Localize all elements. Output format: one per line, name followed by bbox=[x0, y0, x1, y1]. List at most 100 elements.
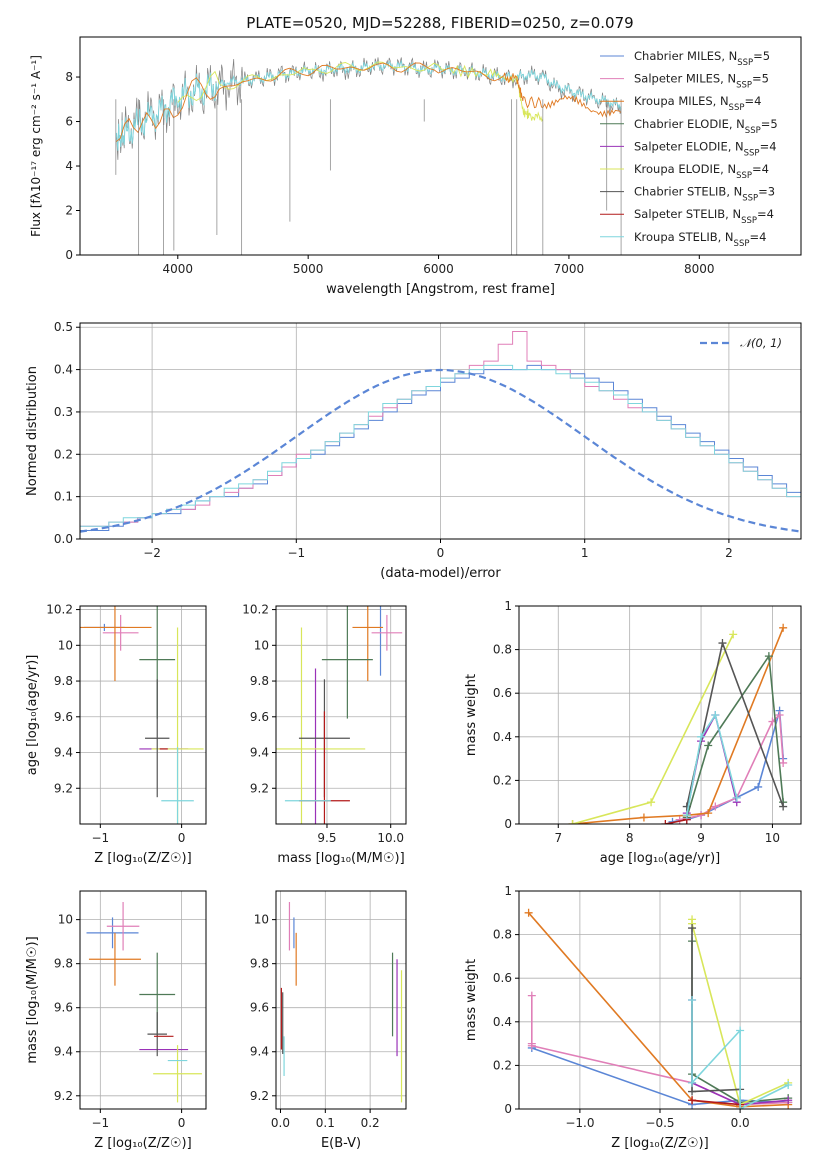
age_vs_mass-point-salpeter-miles bbox=[371, 614, 403, 651]
figure-title: PLATE=0520, MJD=52288, FIBERID=0250, z=0… bbox=[246, 14, 633, 32]
massweight_vs_Z-ytick-label: 0.6 bbox=[493, 971, 512, 985]
residuals-steps bbox=[80, 331, 801, 533]
residuals-xtick-label: 1 bbox=[581, 546, 589, 560]
legend-entry: Salpeter MILES, NSSP=5 bbox=[634, 72, 769, 91]
age_vs_Z-point-salpeter-miles bbox=[102, 614, 139, 651]
spectrum-ytick-label: 0 bbox=[65, 248, 73, 262]
spectrum-ytick-label: 8 bbox=[65, 70, 73, 84]
massweight_vs_Z-ytick-label: 0.2 bbox=[493, 1058, 512, 1072]
series-marker bbox=[688, 924, 697, 933]
age_vs_mass-points bbox=[276, 606, 403, 824]
mass_vs_Z-xlabel: Z [log₁₀(Z/Z☉)] bbox=[94, 1136, 191, 1151]
series-marker bbox=[775, 711, 784, 719]
residuals-frame bbox=[79, 322, 802, 540]
mass_vs_Z-point-salpeter-miles bbox=[106, 902, 140, 951]
series-marker bbox=[779, 623, 788, 632]
series-marker bbox=[688, 1096, 697, 1105]
massweight_vs_Z-lines bbox=[524, 908, 793, 1109]
spectrum-xtick-label: 5000 bbox=[293, 262, 324, 276]
massweight_vs_age-series-kroupa-elodie bbox=[568, 630, 738, 824]
series-marker bbox=[711, 711, 720, 719]
age_vs_Z-xtick-label: 0 bbox=[178, 831, 186, 845]
series-marker bbox=[688, 1078, 697, 1087]
series-marker bbox=[718, 639, 727, 648]
residuals-xtick-label: 2 bbox=[725, 546, 733, 560]
age_vs_Z-axes: −1 0 9.2 9.4 9.6 9.8 10 10.2 Z [log₁₀(Z/Z☉)] age … bbox=[25, 603, 206, 866]
massweight_vs_age-series-kroupa-stelib bbox=[682, 711, 741, 820]
spectrum-series-data bbox=[115, 57, 622, 160]
residuals-ytick-label: 0.2 bbox=[54, 447, 73, 461]
spectrum-ytick-label: 2 bbox=[65, 204, 73, 218]
spectrum-ytick-label: 6 bbox=[65, 115, 73, 129]
massweight_vs_age-ytick-label: 1 bbox=[504, 599, 512, 613]
massweight_vs_age-ytick-label: 0.8 bbox=[493, 643, 512, 657]
mass_vs_EBV-points bbox=[280, 902, 403, 1103]
legend-entry: Kroupa MILES, NSSP=4 bbox=[634, 94, 761, 113]
mass_vs_Z-ytick-label: 9.8 bbox=[54, 957, 73, 971]
series-marker bbox=[704, 741, 713, 750]
series-marker bbox=[711, 802, 720, 811]
age_vs_mass-ytick-label: 9.8 bbox=[250, 674, 269, 688]
series-marker bbox=[527, 1041, 536, 1050]
mass_vs_Z-point-chabrier-stelib bbox=[147, 1012, 167, 1057]
series-marker bbox=[527, 991, 536, 1000]
series-marker bbox=[682, 811, 691, 820]
spectrum-series-kroupa-elodie bbox=[177, 61, 544, 123]
massweight_vs_Z-frame bbox=[518, 890, 802, 1110]
residuals-hist-kroupa-stelib bbox=[80, 364, 801, 527]
series-marker bbox=[784, 1081, 793, 1090]
series-line bbox=[686, 713, 738, 816]
age_vs_mass-ytick-label: 9.2 bbox=[250, 781, 269, 795]
series-line bbox=[572, 633, 734, 824]
massweight_vs_Z-xtick-label: −0.5 bbox=[645, 1116, 674, 1130]
massweight_vs_age-xtick-label: 10 bbox=[765, 831, 780, 845]
mass_vs_EBV-frame bbox=[275, 890, 407, 1110]
massweight_vs_Z-axes: −1.0 −0.5 0.0 0 0.2 0.4 0.6 0.8 1 Z [log₁₀(Z/Z☉)]… bbox=[464, 884, 801, 1151]
mass_vs_Z-point-chabrier-miles bbox=[86, 917, 139, 949]
massweight_vs_age-series-kroupa-miles bbox=[568, 623, 788, 824]
series-marker bbox=[697, 732, 706, 741]
age_vs_mass-ytick-label: 9.4 bbox=[250, 746, 269, 760]
massweight_vs_Z-xtick-label: −1.0 bbox=[565, 1116, 594, 1130]
series-marker bbox=[688, 996, 697, 1004]
series-marker bbox=[697, 811, 706, 820]
residuals-axes: −2 −1 0 1 2 0.0 0.1 0.2 0.3 0.4 0.5 (data-model)/er… bbox=[25, 320, 801, 581]
spectrum-xtick-label: 8000 bbox=[684, 262, 715, 276]
age_vs_mass-axes: 9.5 10.0 9.2 9.4 9.6 9.8 10 10.2 mass [log₁₀(M/M… bbox=[242, 603, 406, 866]
age_vs_Z-xlabel: Z [log₁₀(Z/Z☉)] bbox=[94, 851, 191, 866]
age_vs_mass-frame bbox=[275, 605, 407, 825]
mass_vs_Z-ylabel: mass [log₁₀(M/M☉)] bbox=[25, 936, 40, 1063]
massweight_vs_Z-series-chabrier-stelib bbox=[688, 924, 745, 1096]
massweight_vs_Z-ytick-label: 1 bbox=[504, 884, 512, 898]
mass_vs_Z-xtick-label: 0 bbox=[178, 1116, 186, 1130]
age_vs_mass-xlabel: mass [log₁₀(M/M☉)] bbox=[277, 851, 404, 866]
mass_vs_Z-frame bbox=[79, 890, 207, 1110]
series-marker bbox=[736, 1105, 745, 1109]
mass_vs_Z-axes: −1 0 9.2 9.4 9.6 9.8 10 Z [log₁₀(Z/Z☉)] mass [lo… bbox=[25, 891, 206, 1151]
age_vs_mass-xtick-label: 9.5 bbox=[317, 831, 336, 845]
series-marker bbox=[729, 630, 738, 639]
mass_vs_Z-ytick-label: 9.4 bbox=[54, 1045, 73, 1059]
legend-entry: Salpeter ELODIE, NSSP=4 bbox=[634, 139, 777, 158]
series-line bbox=[686, 653, 784, 818]
age_vs_Z-ytick-label: 10 bbox=[58, 638, 73, 652]
massweight_vs_age-ytick-label: 0.4 bbox=[493, 730, 512, 744]
residuals-xtick-label: 0 bbox=[437, 546, 445, 560]
legend-entry: 𝒩(0, 1) bbox=[740, 336, 782, 350]
massweight_vs_age-lines bbox=[568, 623, 788, 824]
legend-entry: Chabrier ELODIE, NSSP=5 bbox=[634, 117, 778, 136]
series-line bbox=[691, 1099, 741, 1106]
spectrum-series-kroupa-miles bbox=[115, 62, 622, 143]
legend-entry: Chabrier MILES, NSSP=5 bbox=[634, 49, 770, 68]
series-marker bbox=[779, 758, 788, 767]
massweight_vs_age-ytick-label: 0 bbox=[504, 817, 512, 831]
residuals-normal-curve bbox=[80, 368, 801, 533]
residuals-ytick-label: 0.3 bbox=[54, 405, 73, 419]
series-marker bbox=[524, 908, 533, 917]
residuals-ylabel: Normed distribution bbox=[25, 366, 40, 496]
massweight_vs_Z-ytick-label: 0 bbox=[504, 1102, 512, 1116]
mass_vs_Z-xtick-label: −1 bbox=[91, 1116, 109, 1130]
spectrum-ytick-label: 4 bbox=[65, 159, 73, 173]
residuals-ytick-label: 0.5 bbox=[54, 320, 73, 334]
